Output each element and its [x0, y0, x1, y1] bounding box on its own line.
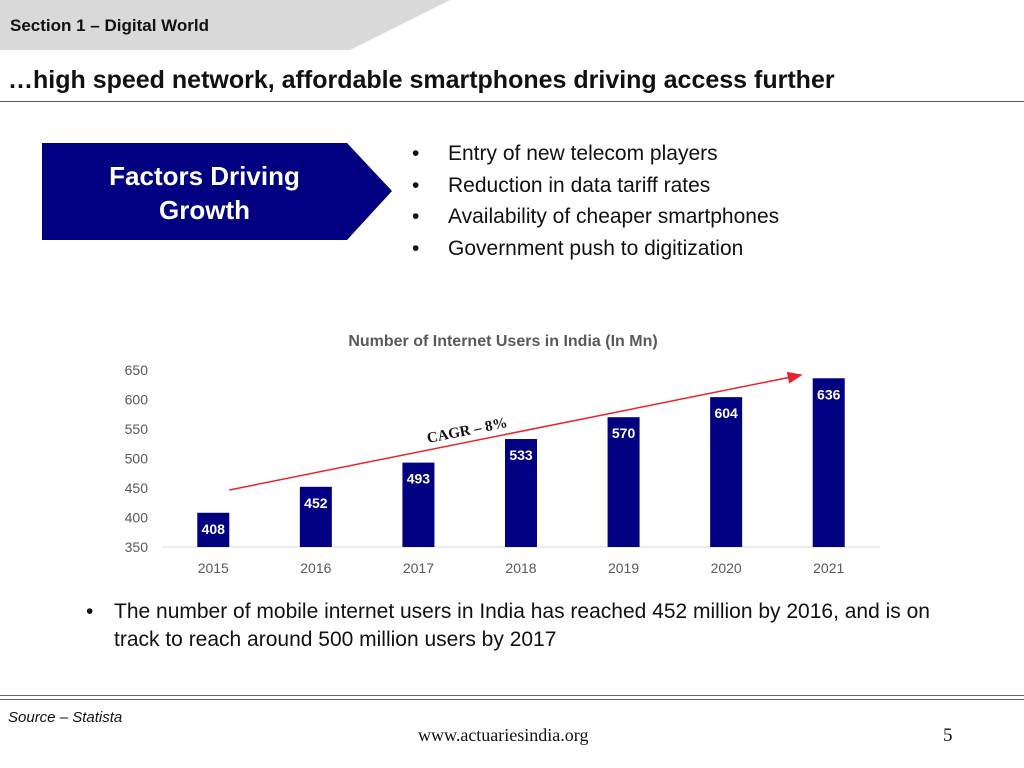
bar — [812, 378, 845, 547]
bar — [607, 417, 640, 547]
trend-arrow — [229, 371, 803, 491]
page-number: 5 — [943, 725, 953, 746]
factors-arrow-shape — [42, 143, 392, 240]
summary-note: • The number of mobile internet users in… — [86, 598, 966, 654]
bar-value-label: 493 — [407, 471, 431, 487]
x-tick-label: 2020 — [711, 560, 742, 576]
bar-value-label: 533 — [509, 447, 533, 463]
y-tick-label: 400 — [125, 510, 149, 526]
y-tick-label: 500 — [125, 451, 149, 467]
y-tick-label: 650 — [125, 362, 149, 378]
factors-label-line2: Growth — [159, 195, 250, 225]
bar-value-label: 636 — [817, 386, 841, 402]
factors-driving-growth-box: Factors Driving Growth — [42, 143, 392, 240]
y-tick-label: 600 — [125, 392, 149, 408]
summary-note-text: The number of mobile internet users in I… — [114, 600, 930, 651]
list-item: • Reduction in data tariff rates — [412, 173, 711, 197]
bullet-dot: • — [86, 600, 94, 623]
list-item: • Entry of new telecom players — [412, 142, 718, 165]
section-label: Section 1 – Digital World — [10, 16, 209, 35]
list-item: • Availability of cheaper smartphones — [412, 205, 780, 228]
footer-divider-bottom — [0, 699, 1024, 700]
bar — [710, 397, 743, 547]
title-divider — [0, 101, 1024, 102]
list-item: • Government push to digitization — [412, 236, 744, 260]
chart-title: Number of Internet Users in India (In Mn… — [348, 333, 657, 350]
growth-factors-list: • Entry of new telecom players • Reduction… — [412, 138, 779, 264]
bar — [299, 486, 332, 547]
x-tick-label: 2019 — [608, 560, 639, 576]
page-title: …high speed network, affordable smartpho… — [8, 66, 835, 94]
y-tick-label: 550 — [125, 421, 149, 437]
y-tick-label: 350 — [125, 539, 149, 555]
x-tick-label: 2017 — [403, 560, 434, 576]
bar — [197, 512, 230, 547]
x-tick-label: 2021 — [813, 560, 844, 576]
factors-label-line1: Factors Driving — [109, 161, 300, 191]
x-tick-label: 2016 — [300, 560, 331, 576]
bar-value-label: 604 — [714, 405, 738, 421]
x-tick-label: 2015 — [198, 560, 229, 576]
section-tab-shape — [0, 0, 450, 50]
factors-label: Factors Driving Growth — [42, 159, 367, 227]
footer-divider-top — [0, 695, 1024, 696]
bar-value-label: 452 — [304, 495, 328, 511]
bar-value-label: 408 — [202, 521, 226, 537]
x-tick-label: 2018 — [505, 560, 536, 576]
y-tick-label: 450 — [125, 480, 149, 496]
bar-value-label: 570 — [612, 425, 636, 441]
internet-users-chart: Number of Internet Users in India (In Mn… — [125, 333, 880, 576]
section-tab: Section 1 – Digital World — [0, 0, 450, 50]
website-link[interactable]: www.actuariesindia.org — [418, 725, 589, 745]
bar — [505, 439, 537, 547]
source-credit: Source – Statista — [8, 709, 123, 726]
bar — [402, 462, 435, 547]
